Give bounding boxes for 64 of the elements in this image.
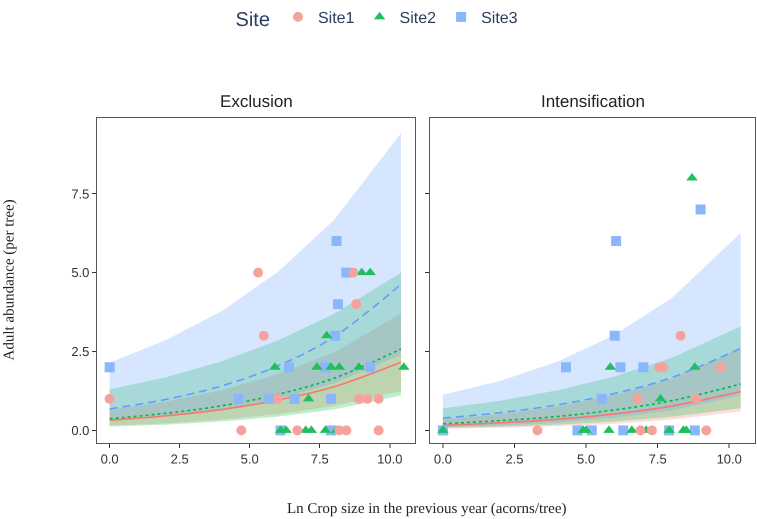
point [646,425,657,436]
point [532,425,542,436]
x-tick-label: 5.0 [577,452,596,467]
point [292,425,302,436]
point [354,394,364,404]
point [253,268,264,278]
point [676,330,686,341]
point [716,362,726,372]
point [374,425,384,436]
point [561,362,572,372]
point [374,394,384,404]
point [632,394,643,404]
chart-title: Intensification [541,92,645,111]
point [104,394,115,404]
point [272,394,283,404]
point [348,268,358,278]
line-series [108,348,402,420]
line-series [108,283,402,410]
point [330,330,340,341]
point [351,299,362,310]
point [236,425,246,436]
x-tick-label: 2.5 [505,452,524,467]
legend-title: Site [236,9,270,31]
point [104,362,115,372]
point [618,425,628,436]
point [635,425,646,436]
x-tick-label: 0.0 [100,452,119,467]
legend-label: Site1 [318,10,355,28]
x-tick-label: 0.0 [434,452,452,467]
point [341,425,352,436]
point [258,330,269,341]
point [596,394,607,404]
point [691,394,702,404]
point [326,394,336,404]
point [610,330,620,341]
y-axis-title: Adult abundance (per tree) [2,199,18,360]
x-tick-label: 7.5 [648,452,667,467]
y-tick-label: 5.0 [71,265,90,280]
point [690,425,700,436]
point [233,394,244,404]
point [332,299,343,310]
point [611,236,622,246]
point [701,425,712,436]
x-tick-label: 7.5 [310,452,329,467]
point [696,204,706,214]
x-tick-label: 5.0 [240,452,259,467]
x-tick-label: 2.5 [170,452,189,467]
x-axis-title: Ln Crop size in the previous year (acorns/tree) [287,501,566,517]
x-tick-label: 10.0 [377,452,402,467]
point [365,362,376,372]
point [638,362,648,372]
y-tick-label: 7.5 [71,186,90,202]
x-tick-label: 10.0 [716,452,742,467]
y-tick-label: 0.0 [71,422,90,438]
point [362,394,372,404]
point [290,394,300,404]
legend-label: Site3 [481,10,518,28]
point [284,362,294,372]
y-tick-label: 2.5 [71,344,90,360]
chart-title: Exclusion [220,92,293,111]
point [332,236,342,246]
legend-label: Site2 [400,10,436,28]
point [264,394,274,404]
point [615,362,626,372]
